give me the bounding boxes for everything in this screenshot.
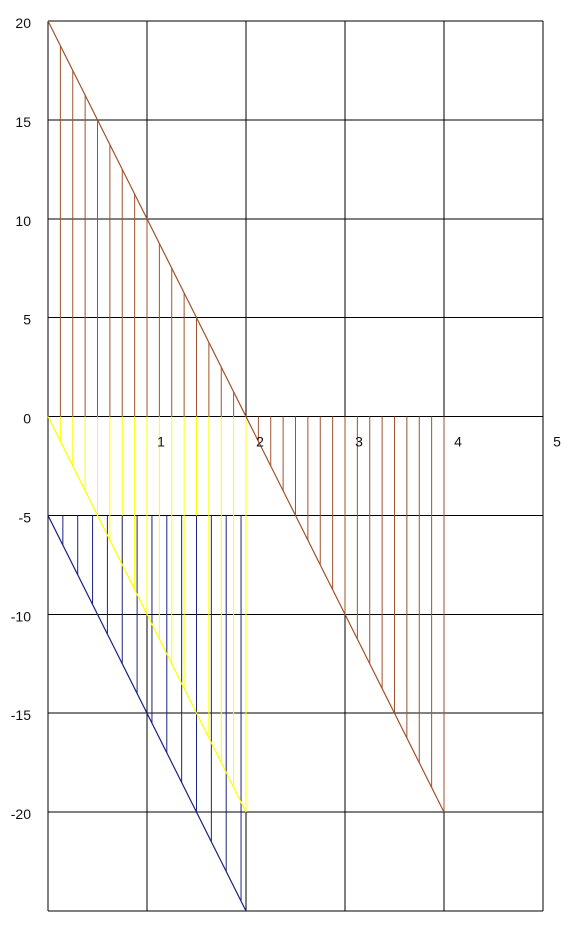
y-tick-label--5: -5 xyxy=(19,509,32,525)
y-tick-label-0: 0 xyxy=(23,411,31,427)
y-tick-label--15: -15 xyxy=(11,707,31,723)
y-tick-label--10: -10 xyxy=(11,608,31,624)
y-tick-label-10: 10 xyxy=(15,213,31,229)
series-lines xyxy=(47,20,445,912)
y-tick-label-5: 5 xyxy=(23,312,31,328)
y-tick-label--20: -20 xyxy=(11,806,31,822)
series-2-line xyxy=(47,416,247,813)
hatch-fills xyxy=(59,45,445,902)
series-1-line xyxy=(245,416,445,813)
x-tick-label-4: 4 xyxy=(454,434,462,450)
series-3-line xyxy=(47,515,247,912)
y-tick-labels: 20 15 10 5 0 -5 -10 -15 -20 xyxy=(11,15,31,822)
x-tick-label-2: 2 xyxy=(256,434,264,450)
x-tick-label-3: 3 xyxy=(355,434,363,450)
y-tick-label-15: 15 xyxy=(15,114,31,130)
x-tick-label-5: 5 xyxy=(553,434,561,450)
series-0-line xyxy=(47,20,247,417)
x-tick-label-1: 1 xyxy=(157,434,165,450)
x-tick-labels: 1 2 3 4 5 xyxy=(157,434,561,450)
y-tick-label-20: 20 xyxy=(15,15,31,31)
